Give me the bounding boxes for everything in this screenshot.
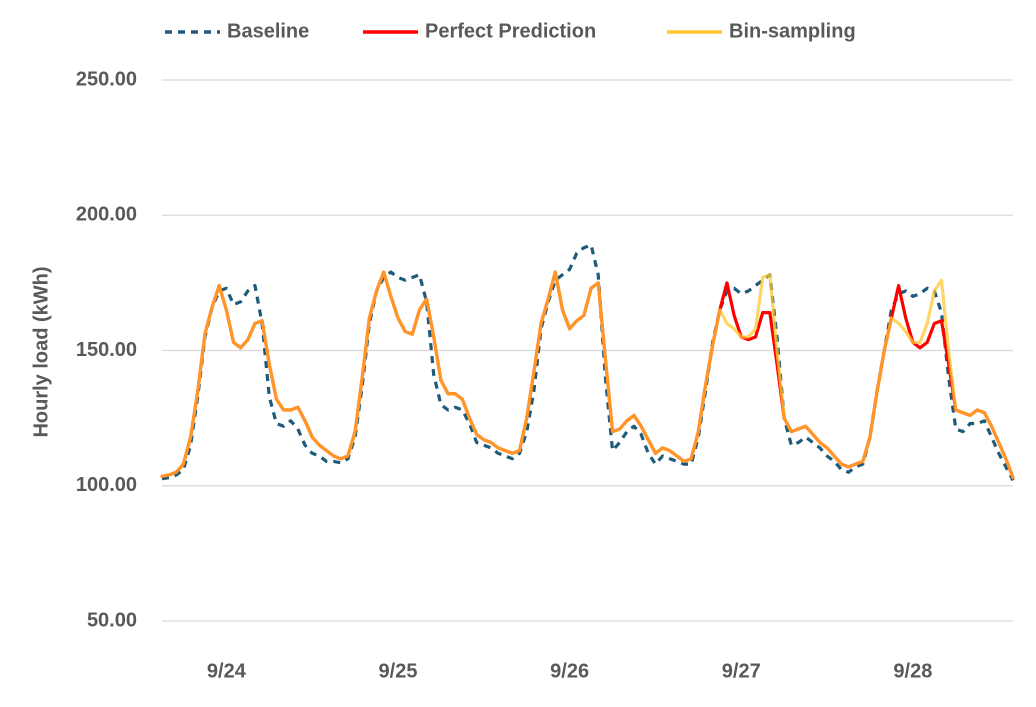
x-tick-label: 9/24 xyxy=(207,660,247,682)
y-tick-label: 100.00 xyxy=(76,474,137,496)
x-tick-label: 9/27 xyxy=(722,660,761,682)
series-line xyxy=(161,243,1015,482)
legend-label: Baseline xyxy=(227,20,309,42)
x-tick-label: 9/26 xyxy=(550,660,589,682)
y-tick-label: 50.00 xyxy=(87,609,137,631)
legend-label: Perfect Prediction xyxy=(425,20,596,42)
y-tick-label: 200.00 xyxy=(76,204,137,226)
y-tick-label: 150.00 xyxy=(76,339,137,361)
series-line xyxy=(160,270,1015,480)
y-axis-label: Hourly load (kWh) xyxy=(30,266,52,437)
legend-label: Bin-sampling xyxy=(729,20,856,42)
x-tick-label: 9/25 xyxy=(379,660,418,682)
x-tick-label: 9/28 xyxy=(893,660,932,682)
y-tick-label: 250.00 xyxy=(76,68,137,90)
